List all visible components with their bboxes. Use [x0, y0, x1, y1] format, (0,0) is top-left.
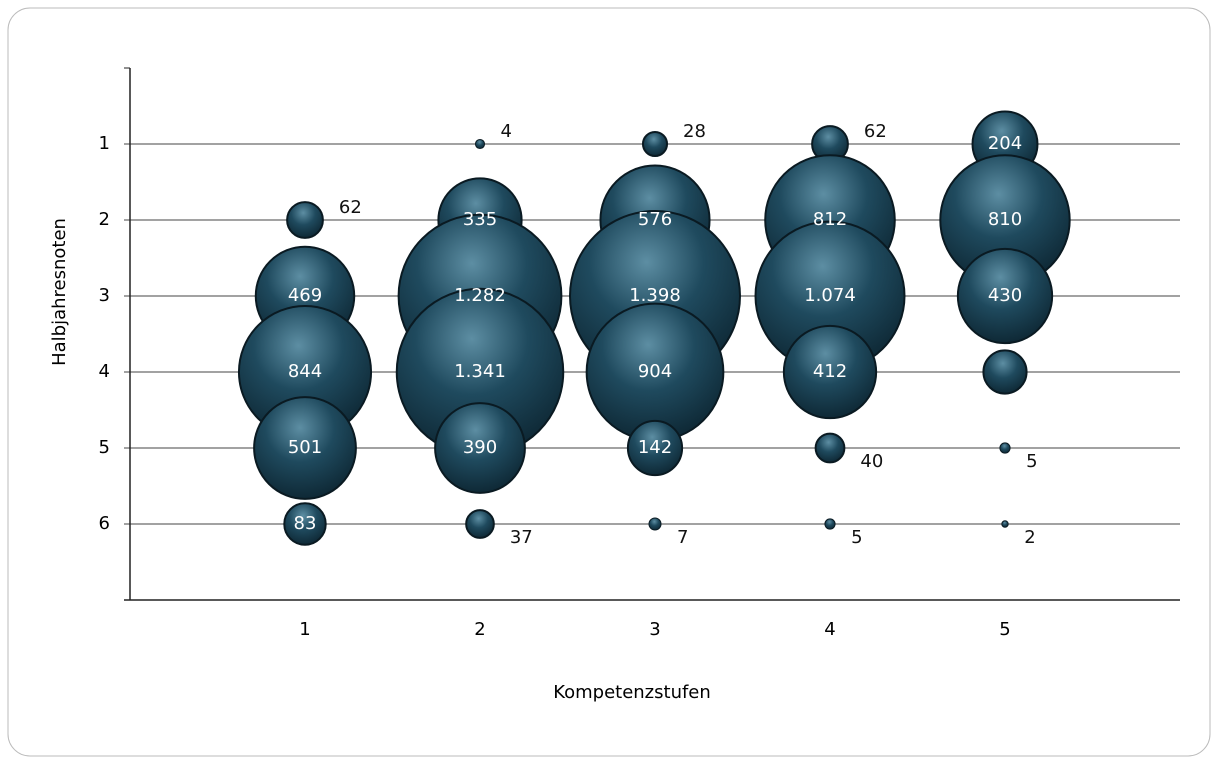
data-label: 83 — [294, 513, 317, 534]
x-tick-label: 3 — [649, 619, 660, 640]
x-tick-label: 1 — [299, 619, 310, 640]
data-label: 62 — [339, 197, 362, 218]
x-tick-label: 5 — [999, 619, 1010, 640]
bubble — [814, 432, 846, 464]
data-label: 5 — [851, 527, 862, 548]
bubble — [434, 402, 526, 494]
bubble — [982, 349, 1028, 395]
data-label: 335 — [463, 209, 497, 230]
data-label: 37 — [510, 527, 533, 548]
bubble — [474, 138, 486, 150]
data-label: 812 — [813, 209, 847, 230]
bubble — [999, 442, 1011, 454]
data-label: 430 — [988, 285, 1022, 306]
y-tick-label: 6 — [99, 513, 110, 534]
data-label: 204 — [988, 133, 1022, 154]
bubble — [626, 419, 684, 477]
bubble — [283, 502, 327, 546]
data-label: 844 — [288, 361, 322, 382]
y-tick-label: 5 — [99, 437, 110, 458]
data-label: 501 — [288, 437, 322, 458]
x-tick-label: 4 — [824, 619, 835, 640]
data-label: 2 — [1024, 527, 1035, 548]
data-label: 40 — [860, 451, 883, 472]
data-label: 412 — [813, 361, 847, 382]
bubble — [956, 247, 1054, 345]
bubble — [648, 517, 662, 531]
bubble — [782, 324, 878, 420]
bubble — [1001, 520, 1009, 528]
bubble — [824, 518, 836, 530]
data-label: 904 — [638, 361, 672, 382]
data-label: 469 — [288, 285, 322, 306]
data-label: 1.282 — [454, 285, 506, 306]
x-tick-label: 2 — [474, 619, 485, 640]
y-tick-label: 2 — [99, 209, 110, 230]
y-axis-label: Halbjahresnoten — [49, 218, 70, 366]
data-label: 7 — [677, 527, 688, 548]
y-tick-label: 4 — [99, 361, 110, 382]
data-label: 1.074 — [804, 285, 856, 306]
data-label: 1.341 — [454, 361, 506, 382]
data-label: 810 — [988, 209, 1022, 230]
bubble — [465, 509, 495, 539]
y-tick-label: 3 — [99, 285, 110, 306]
y-tick-label: 1 — [99, 133, 110, 154]
data-label: 4 — [501, 121, 512, 142]
x-axis-label: Kompetenzstufen — [553, 682, 711, 703]
data-label: 1.398 — [629, 285, 681, 306]
data-label: 62 — [864, 121, 887, 142]
data-label: 142 — [638, 437, 672, 458]
bubble — [641, 130, 669, 158]
data-label: 576 — [638, 209, 672, 230]
data-label: 390 — [463, 437, 497, 458]
bubble — [253, 396, 357, 500]
data-label: 28 — [683, 121, 706, 142]
data-label: 5 — [1026, 451, 1037, 472]
bubble — [286, 201, 324, 239]
